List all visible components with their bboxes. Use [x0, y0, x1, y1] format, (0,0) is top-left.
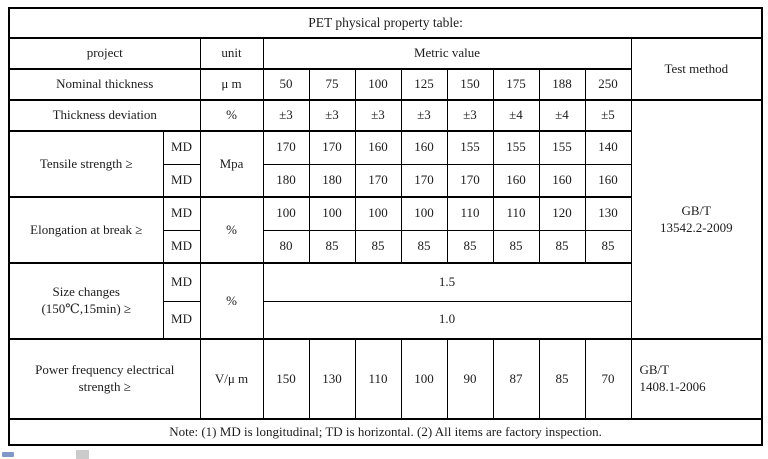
value-cell: 80	[262, 229, 310, 264]
value-cell: 180	[308, 163, 356, 198]
value-cell: 155	[446, 130, 494, 165]
value-cell: ±3	[354, 99, 402, 132]
value-cell: 110	[446, 196, 494, 231]
test-method-lower: GB/T 1408.1-2006	[630, 338, 763, 420]
row-label-power-frequency: Power frequency electrical strength ≥	[8, 338, 201, 420]
value-cell: 85	[446, 229, 494, 264]
value-cell: ±3	[308, 99, 356, 132]
header-test-method: Test method	[630, 37, 763, 101]
table-title: PET physical property table:	[8, 7, 763, 39]
value-cell: 250	[584, 68, 632, 101]
direction-cell: MD	[162, 229, 201, 264]
value-cell: 160	[492, 163, 540, 198]
row-label-elongation: Elongation at break ≥	[8, 196, 164, 264]
pet-property-table: PET physical property table: project uni…	[8, 7, 764, 446]
value-cell: ±4	[538, 99, 586, 132]
header-unit: unit	[199, 37, 264, 70]
value-cell: 140	[584, 130, 632, 165]
row-label-nominal-thickness: Nominal thickness	[8, 68, 201, 101]
value-cell: 75	[308, 68, 356, 101]
table-note: Note: (1) MD is longitudinal; TD is hori…	[8, 418, 763, 446]
row-label-size-changes: Size changes (150℃,15min) ≥	[8, 262, 164, 340]
unit-size-changes: %	[199, 262, 264, 340]
value-cell: 85	[538, 229, 586, 264]
unit-elongation: %	[199, 196, 264, 264]
value-cell: 175	[492, 68, 540, 101]
value-cell: 160	[400, 130, 448, 165]
value-cell: 100	[354, 196, 402, 231]
unit-tensile-strength: Mpa	[199, 130, 264, 198]
row-label-thickness-deviation: Thickness deviation	[8, 99, 201, 132]
value-cell: 170	[446, 163, 494, 198]
header-project: project	[8, 37, 201, 70]
value-cell: ±3	[262, 99, 310, 132]
value-cell: 125	[400, 68, 448, 101]
value-cell: ±3	[446, 99, 494, 132]
value-cell: 85	[308, 229, 356, 264]
value-cell: ±5	[584, 99, 632, 132]
value-cell: 170	[308, 130, 356, 165]
test-method-upper-line1: GB/T	[681, 202, 712, 218]
value-cell: 70	[584, 338, 632, 420]
value-cell: 85	[354, 229, 402, 264]
screen-edge-artifact-gray	[76, 450, 89, 459]
value-cell: 150	[446, 68, 494, 101]
value-cell-span: 1.5	[262, 262, 632, 302]
unit-thickness-deviation: %	[199, 99, 264, 132]
value-cell: 160	[538, 163, 586, 198]
value-cell: 50	[262, 68, 310, 101]
power-frequency-line1: Power frequency electrical	[35, 362, 175, 378]
value-cell: 188	[538, 68, 586, 101]
value-cell: 100	[354, 68, 402, 101]
value-cell: 85	[538, 338, 586, 420]
value-cell: 130	[308, 338, 356, 420]
value-cell: 100	[400, 338, 448, 420]
value-cell: 155	[492, 130, 540, 165]
value-cell: 120	[538, 196, 586, 231]
value-cell: ±4	[492, 99, 540, 132]
value-cell: 85	[492, 229, 540, 264]
value-cell: 100	[400, 196, 448, 231]
value-cell: 85	[400, 229, 448, 264]
value-cell: 110	[354, 338, 402, 420]
direction-cell: MD	[162, 300, 201, 340]
direction-cell: MD	[162, 163, 201, 198]
value-cell: 160	[354, 130, 402, 165]
test-method-lower-line2: 1408.1-2006	[639, 379, 706, 394]
row-label-tensile-strength: Tensile strength ≥	[8, 130, 164, 198]
power-frequency-line2: strength ≥	[78, 379, 131, 394]
header-metric-value: Metric value	[262, 37, 632, 70]
value-cell: 180	[262, 163, 310, 198]
value-cell: 170	[400, 163, 448, 198]
value-cell: 85	[584, 229, 632, 264]
screen-edge-artifact-blue	[2, 452, 14, 457]
value-cell: 110	[492, 196, 540, 231]
value-cell: 170	[354, 163, 402, 198]
test-method-upper: GB/T 13542.2-2009	[630, 99, 763, 340]
unit-power-frequency: V/μ m	[199, 338, 264, 420]
value-cell: 170	[262, 130, 310, 165]
value-cell: 100	[308, 196, 356, 231]
value-cell: 87	[492, 338, 540, 420]
value-cell: 100	[262, 196, 310, 231]
value-cell: 155	[538, 130, 586, 165]
direction-cell: MD	[162, 262, 201, 302]
value-cell: 90	[446, 338, 494, 420]
value-cell-span: 1.0	[262, 300, 632, 340]
value-cell: 150	[262, 338, 310, 420]
unit-nominal-thickness: μ m	[199, 68, 264, 101]
size-changes-line1: Size changes	[52, 284, 120, 300]
value-cell: 160	[584, 163, 632, 198]
value-cell: ±3	[400, 99, 448, 132]
value-cell: 130	[584, 196, 632, 231]
test-method-lower-line1: GB/T	[639, 362, 670, 378]
test-method-upper-line2: 13542.2-2009	[660, 219, 733, 235]
direction-cell: MD	[162, 130, 201, 165]
size-changes-line2: (150℃,15min) ≥	[41, 301, 132, 316]
direction-cell: MD	[162, 196, 201, 231]
